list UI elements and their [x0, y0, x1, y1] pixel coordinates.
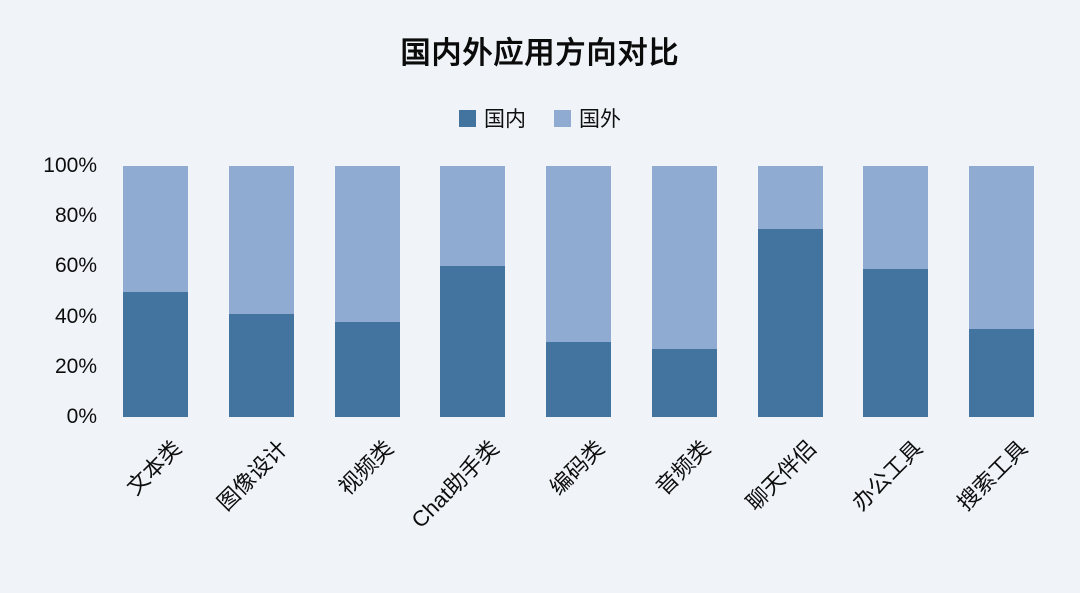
legend-label: 国内 [484, 108, 526, 131]
bar-搜索工具 [969, 166, 1034, 417]
bar-segment-domestic [757, 228, 823, 417]
bar-视频类 [334, 166, 400, 417]
bar-音频类 [651, 166, 717, 417]
x-axis-category-label: 文本类 [122, 435, 187, 500]
legend-swatch-icon [554, 109, 571, 127]
bar-segment-domestic [334, 321, 400, 417]
bar-segment-foreign [757, 166, 823, 229]
chart-title: 国内外应用方向对比 [400, 37, 680, 70]
bar-segment-foreign [440, 166, 506, 267]
y-axis-tick-label: 0% [66, 405, 97, 428]
chart-legend: 国内 国外 [0, 103, 1080, 133]
x-axis-category-label: 聊天伴侣 [741, 435, 822, 516]
bar-segment-domestic [440, 266, 506, 417]
bar-办公工具 [863, 166, 929, 417]
legend-item-国内: 国内 [459, 103, 526, 133]
x-axis-category-label: 图像设计 [212, 435, 293, 516]
x-axis-category-label: 办公工具 [847, 435, 927, 516]
y-axis-tick-label: 100% [43, 154, 97, 177]
y-axis-tick-label: 80% [54, 204, 97, 228]
y-axis-tick-label: 40% [54, 304, 97, 328]
x-axis-category-label: 搜索工具 [952, 435, 1033, 516]
bar-segment-foreign [334, 166, 400, 322]
bar-segment-domestic [123, 291, 188, 417]
bar-图像设计 [228, 166, 294, 417]
bar-segment-domestic [969, 329, 1034, 417]
x-axis-category-label: 音频类 [651, 435, 716, 500]
bar-segment-domestic [228, 314, 294, 417]
bar-文本类 [123, 166, 188, 417]
y-axis-tick-label: 20% [54, 354, 97, 378]
bar-segment-foreign [651, 166, 717, 350]
bar-聊天伴侣 [757, 166, 823, 417]
x-axis-category-label: 编码类 [545, 435, 610, 500]
bar-segment-foreign [228, 166, 294, 315]
legend-label: 国外 [579, 108, 621, 131]
y-axis-tick-label: 60% [54, 254, 97, 278]
bar-segment-domestic [863, 268, 929, 417]
legend-item-国外: 国外 [554, 103, 621, 133]
bar-segment-foreign [863, 166, 929, 269]
x-axis-category-label: Chat助手类 [406, 435, 504, 533]
bar-segment-foreign [546, 166, 611, 342]
bar-编码类 [546, 166, 611, 417]
bar-segment-domestic [546, 341, 611, 417]
bar-segment-domestic [651, 349, 717, 417]
x-axis-category-label: 视频类 [333, 435, 399, 500]
bar-segment-foreign [969, 166, 1034, 330]
bar-Chat助手类 [440, 166, 506, 417]
bar-segment-foreign [123, 166, 188, 292]
legend-swatch-icon [459, 109, 476, 127]
